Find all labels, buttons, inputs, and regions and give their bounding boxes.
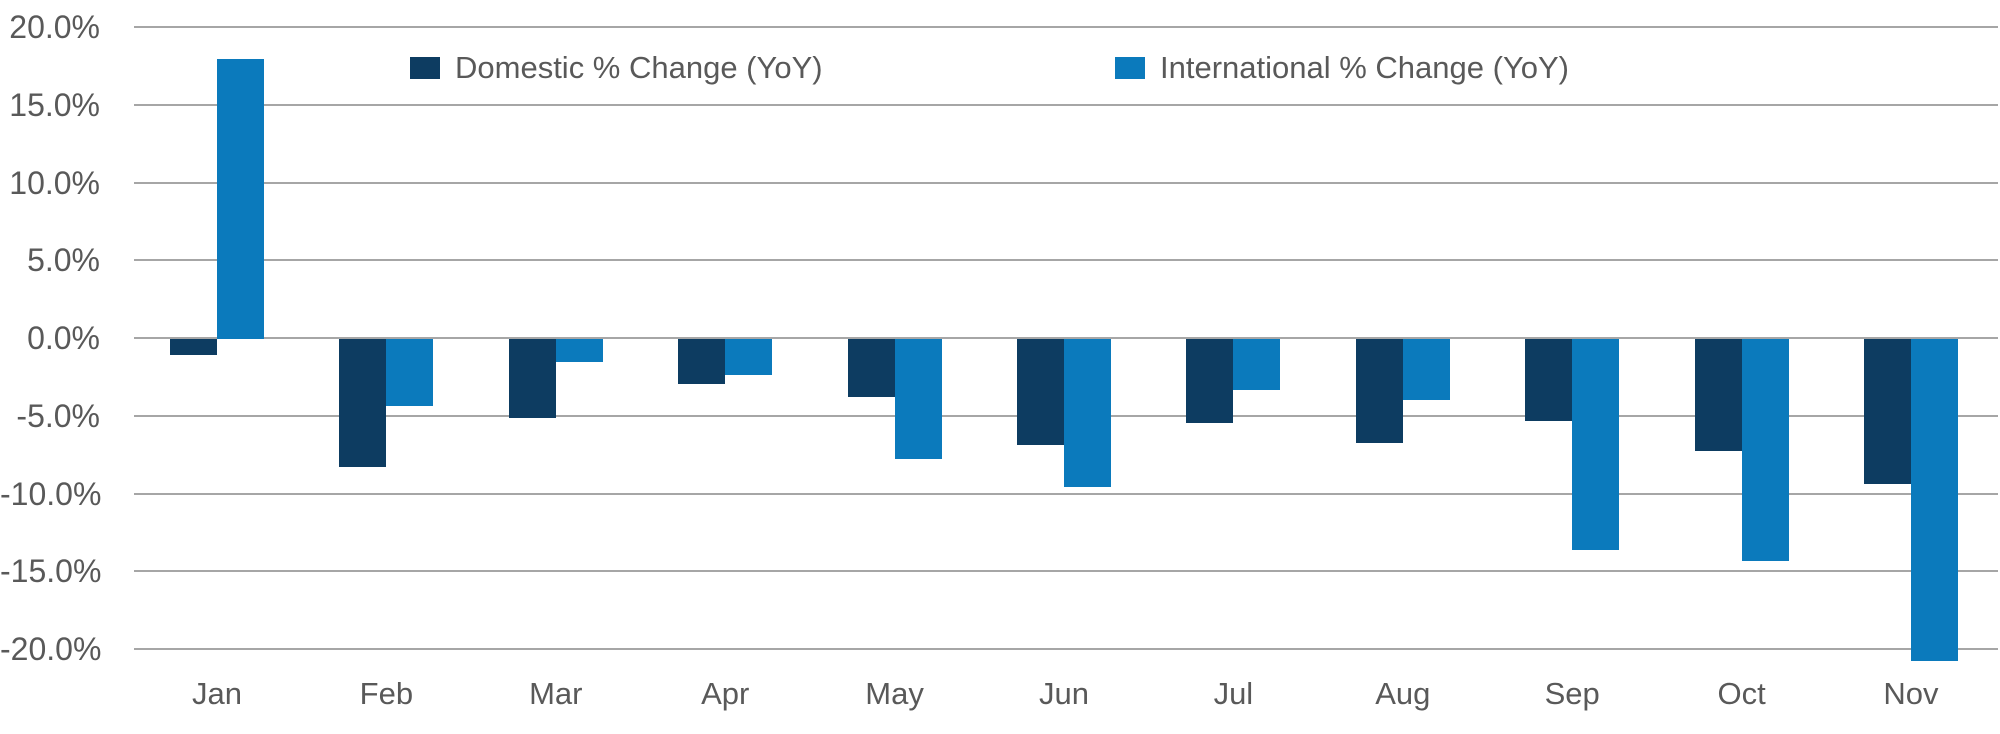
gridline bbox=[134, 259, 1998, 262]
x-axis-label: Apr bbox=[701, 676, 750, 711]
x-axis-label: Jul bbox=[1213, 676, 1254, 711]
gridline bbox=[134, 181, 1998, 184]
bar-international-nov bbox=[1911, 339, 1958, 661]
gridline bbox=[134, 26, 1998, 28]
x-axis-label: Aug bbox=[1375, 676, 1431, 711]
y-axis-tick-label: 10.0% bbox=[9, 164, 100, 201]
y-axis-tick-label: 0.0% bbox=[27, 320, 100, 356]
zero-gridline bbox=[134, 337, 1998, 339]
y-axis-tick-label: -10.0% bbox=[0, 475, 102, 512]
legend-label-domestic: Domestic % Change (YoY) bbox=[455, 50, 823, 85]
bar-international-jan bbox=[217, 59, 264, 339]
bar-domestic-feb bbox=[339, 339, 387, 467]
x-axis-label: Feb bbox=[359, 676, 414, 711]
bar-domestic-mar bbox=[508, 339, 556, 419]
bar-international-sep bbox=[1572, 339, 1620, 551]
bar-domestic-may bbox=[847, 339, 895, 397]
bar-domestic-aug bbox=[1355, 339, 1403, 444]
bar-international-feb bbox=[386, 339, 434, 406]
x-axis-label: Jun bbox=[1039, 676, 1089, 711]
bar-domestic-jul bbox=[1186, 339, 1234, 423]
legend-item-international: International % Change (YoY) bbox=[1115, 50, 1569, 86]
y-axis-tick-label: 20.0% bbox=[9, 9, 100, 45]
legend-item-domestic: Domestic % Change (YoY) bbox=[410, 50, 823, 86]
gridline bbox=[134, 648, 1998, 650]
bar-domestic-jun bbox=[1017, 339, 1064, 445]
bar-domestic-sep bbox=[1525, 339, 1573, 422]
bar-domestic-jan bbox=[170, 339, 217, 355]
bar-domestic-nov bbox=[1864, 339, 1911, 484]
bar-international-may bbox=[894, 339, 942, 459]
x-axis-label: May bbox=[865, 676, 924, 711]
legend-swatch-domestic bbox=[410, 57, 440, 79]
x-axis-label: Nov bbox=[1883, 676, 1939, 711]
bar-international-oct bbox=[1741, 339, 1789, 562]
x-axis-label: Sep bbox=[1544, 676, 1600, 711]
x-axis-label: Oct bbox=[1717, 676, 1766, 711]
legend-label-international: International % Change (YoY) bbox=[1160, 50, 1570, 85]
y-axis-tick-label: 15.0% bbox=[9, 86, 100, 123]
bar-international-apr bbox=[725, 339, 773, 375]
y-axis-tick-label: -20.0% bbox=[0, 631, 102, 667]
y-axis-tick-label: -15.0% bbox=[0, 553, 102, 590]
bar-international-jul bbox=[1233, 339, 1281, 391]
x-axis-label: Jan bbox=[192, 676, 242, 711]
x-axis-label: Mar bbox=[529, 676, 583, 711]
y-axis-tick-label: -5.0% bbox=[16, 397, 100, 434]
bar-international-jun bbox=[1064, 339, 1111, 487]
bar-international-mar bbox=[555, 339, 603, 363]
gridline bbox=[134, 492, 1998, 495]
bar-international-aug bbox=[1402, 339, 1450, 400]
y-axis-tick-label: 5.0% bbox=[27, 242, 100, 279]
bar-domestic-apr bbox=[678, 339, 726, 385]
legend-swatch-international bbox=[1115, 57, 1145, 79]
bar-domestic-oct bbox=[1694, 339, 1742, 451]
gridline bbox=[134, 570, 1998, 573]
gridline bbox=[134, 103, 1998, 106]
